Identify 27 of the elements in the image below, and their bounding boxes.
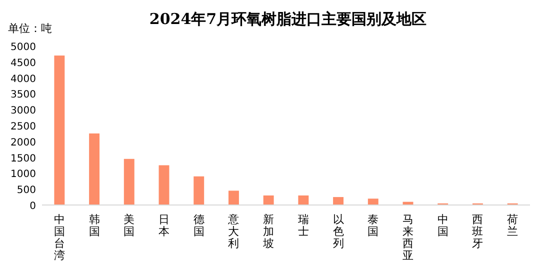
ytick: 4500 xyxy=(10,58,36,69)
xtick: 泰国 xyxy=(368,213,379,238)
xtick: 中国台湾 xyxy=(54,213,65,262)
ytick: 3000 xyxy=(10,106,36,117)
ytick: 4000 xyxy=(10,74,36,85)
ytick: 0 xyxy=(30,201,36,212)
ytick: 5000 xyxy=(10,42,36,53)
xtick: 美国 xyxy=(124,213,135,238)
xtick: 德国 xyxy=(193,213,204,238)
title: 2024年7月环氧树脂进口主要国别及地区 xyxy=(149,10,427,28)
ytick: 500 xyxy=(16,185,36,196)
xtick: 日本 xyxy=(158,213,170,238)
ytick: 1500 xyxy=(10,153,36,164)
xtick: 马来西亚 xyxy=(402,213,414,262)
xtick: 中国 xyxy=(437,213,448,238)
xtick: 瑞士 xyxy=(298,213,309,238)
ytick: 2000 xyxy=(10,137,36,148)
ytick: 2500 xyxy=(10,122,36,132)
xtick: 西班牙 xyxy=(472,213,484,250)
xtick: 荷兰 xyxy=(507,213,518,238)
xtick: 意大利 xyxy=(228,213,240,250)
xtick: 新加坡 xyxy=(263,213,274,250)
ytick: 3500 xyxy=(10,90,36,101)
ytick: 1000 xyxy=(10,169,36,180)
ylabel: 单位：吨 xyxy=(8,22,52,35)
xtick: 韩国 xyxy=(88,213,100,238)
xtick: 以色列 xyxy=(332,213,344,250)
